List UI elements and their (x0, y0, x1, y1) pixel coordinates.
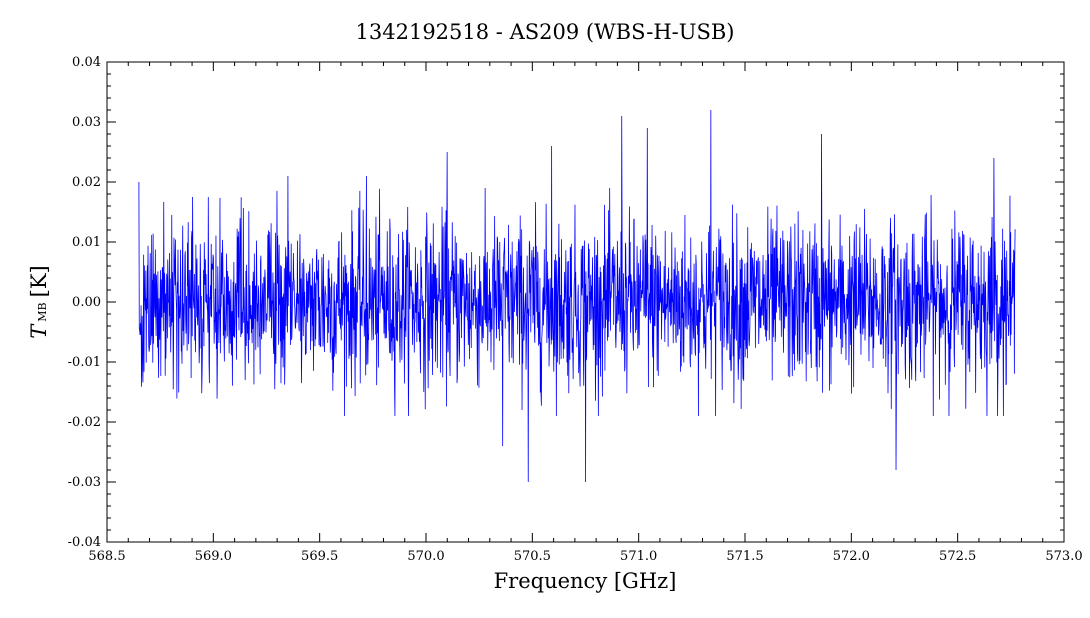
y-axis-label: T MB [K] (27, 265, 51, 338)
x-tick-label: 569.5 (301, 549, 338, 564)
y-tick-label: 0.02 (72, 175, 101, 190)
x-tick-label: 572.0 (833, 549, 870, 564)
x-tick-label: 571.5 (726, 549, 763, 564)
x-tick-label: 573.0 (1045, 549, 1082, 564)
x-tick-label: 569.0 (195, 549, 232, 564)
x-tick-label: 568.5 (88, 549, 125, 564)
y-tick-label: -0.02 (68, 415, 101, 430)
y-tick-label: 0.03 (72, 115, 101, 130)
plot-area (138, 109, 1016, 483)
x-tick-label: 570.5 (514, 549, 551, 564)
y-tick-label: -0.01 (68, 355, 101, 370)
x-tick-label: 570.0 (407, 549, 444, 564)
y-tick-label: -0.04 (68, 535, 101, 550)
y-tick-label: 0.01 (72, 235, 101, 250)
y-tick-label: -0.03 (68, 475, 101, 490)
y-axis: -0.04 -0.03 -0.02 -0.01 0.00 0.01 0.02 0.03 0.04 (68, 55, 1064, 550)
x-tick-label: 572.5 (939, 549, 976, 564)
x-axis: 568.5 569.0 569.5 570.0 570.5 571.0 571.5 572.0… (88, 62, 1083, 564)
svg-text:TMB[K]: T MB [K] (27, 265, 51, 338)
y-axis-label-main: T (27, 323, 51, 339)
x-tick-label: 571.0 (620, 549, 657, 564)
chart-title: 1342192518 - AS209 (WBS-H-USB) (356, 20, 735, 44)
spectrum-series-line (138, 109, 1016, 483)
y-axis-label-sub: MB (36, 302, 49, 321)
y-tick-label: 0.04 (72, 55, 101, 70)
y-tick-label: 0.00 (72, 295, 101, 310)
y-axis-label-unit: [K] (27, 265, 51, 297)
x-axis-label: Frequency [GHz] (494, 569, 677, 593)
